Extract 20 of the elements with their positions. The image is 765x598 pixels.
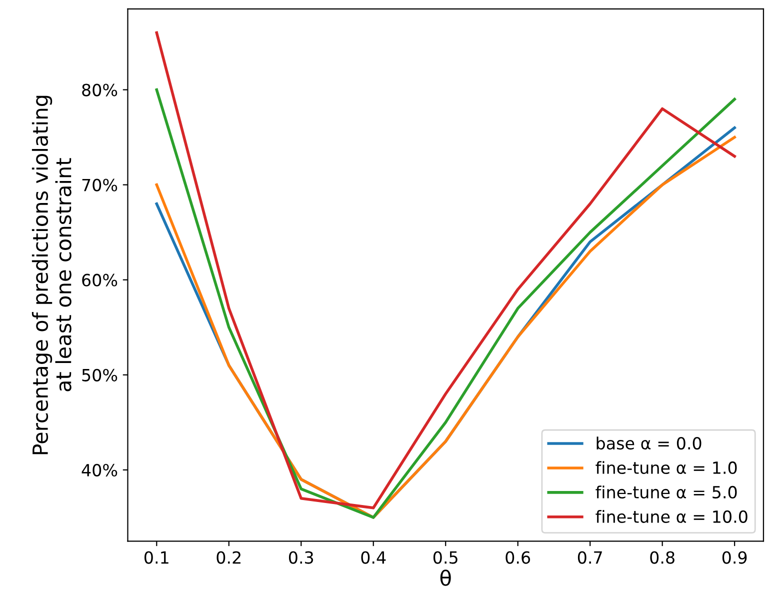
y-tick-label: 70% [82, 178, 118, 192]
legend-label: fine-tune α = 1.0 [596, 461, 737, 474]
y-tick-label: 60% [82, 274, 118, 286]
y-tick-label: 80% [82, 84, 118, 96]
x-tick-label: 0.1 [144, 551, 168, 564]
x-axis-title: θ [440, 570, 451, 586]
legend-label: base α = 0.0 [596, 436, 702, 450]
y-tick-label: 40% [82, 464, 118, 476]
x-tick-label: 0.8 [650, 551, 674, 564]
x-tick-label: 0.7 [578, 551, 602, 564]
x-tick-label: 0.2 [216, 551, 240, 564]
x-tick-label: 0.4 [361, 551, 386, 564]
y-tick-label: 50% [82, 368, 118, 382]
x-tick-label: 0.6 [506, 551, 530, 564]
x-tick-label: 0.5 [433, 551, 458, 564]
y-axis-title: Percentage of predictions violating at least one constraint [32, 96, 72, 454]
x-tick-label: 0.9 [722, 551, 747, 564]
legend-label: fine-tune α = 5.0 [596, 486, 737, 498]
x-tick-label: 0.3 [288, 551, 314, 564]
legend-label: fine-tune α = 10.0 [596, 510, 748, 523]
